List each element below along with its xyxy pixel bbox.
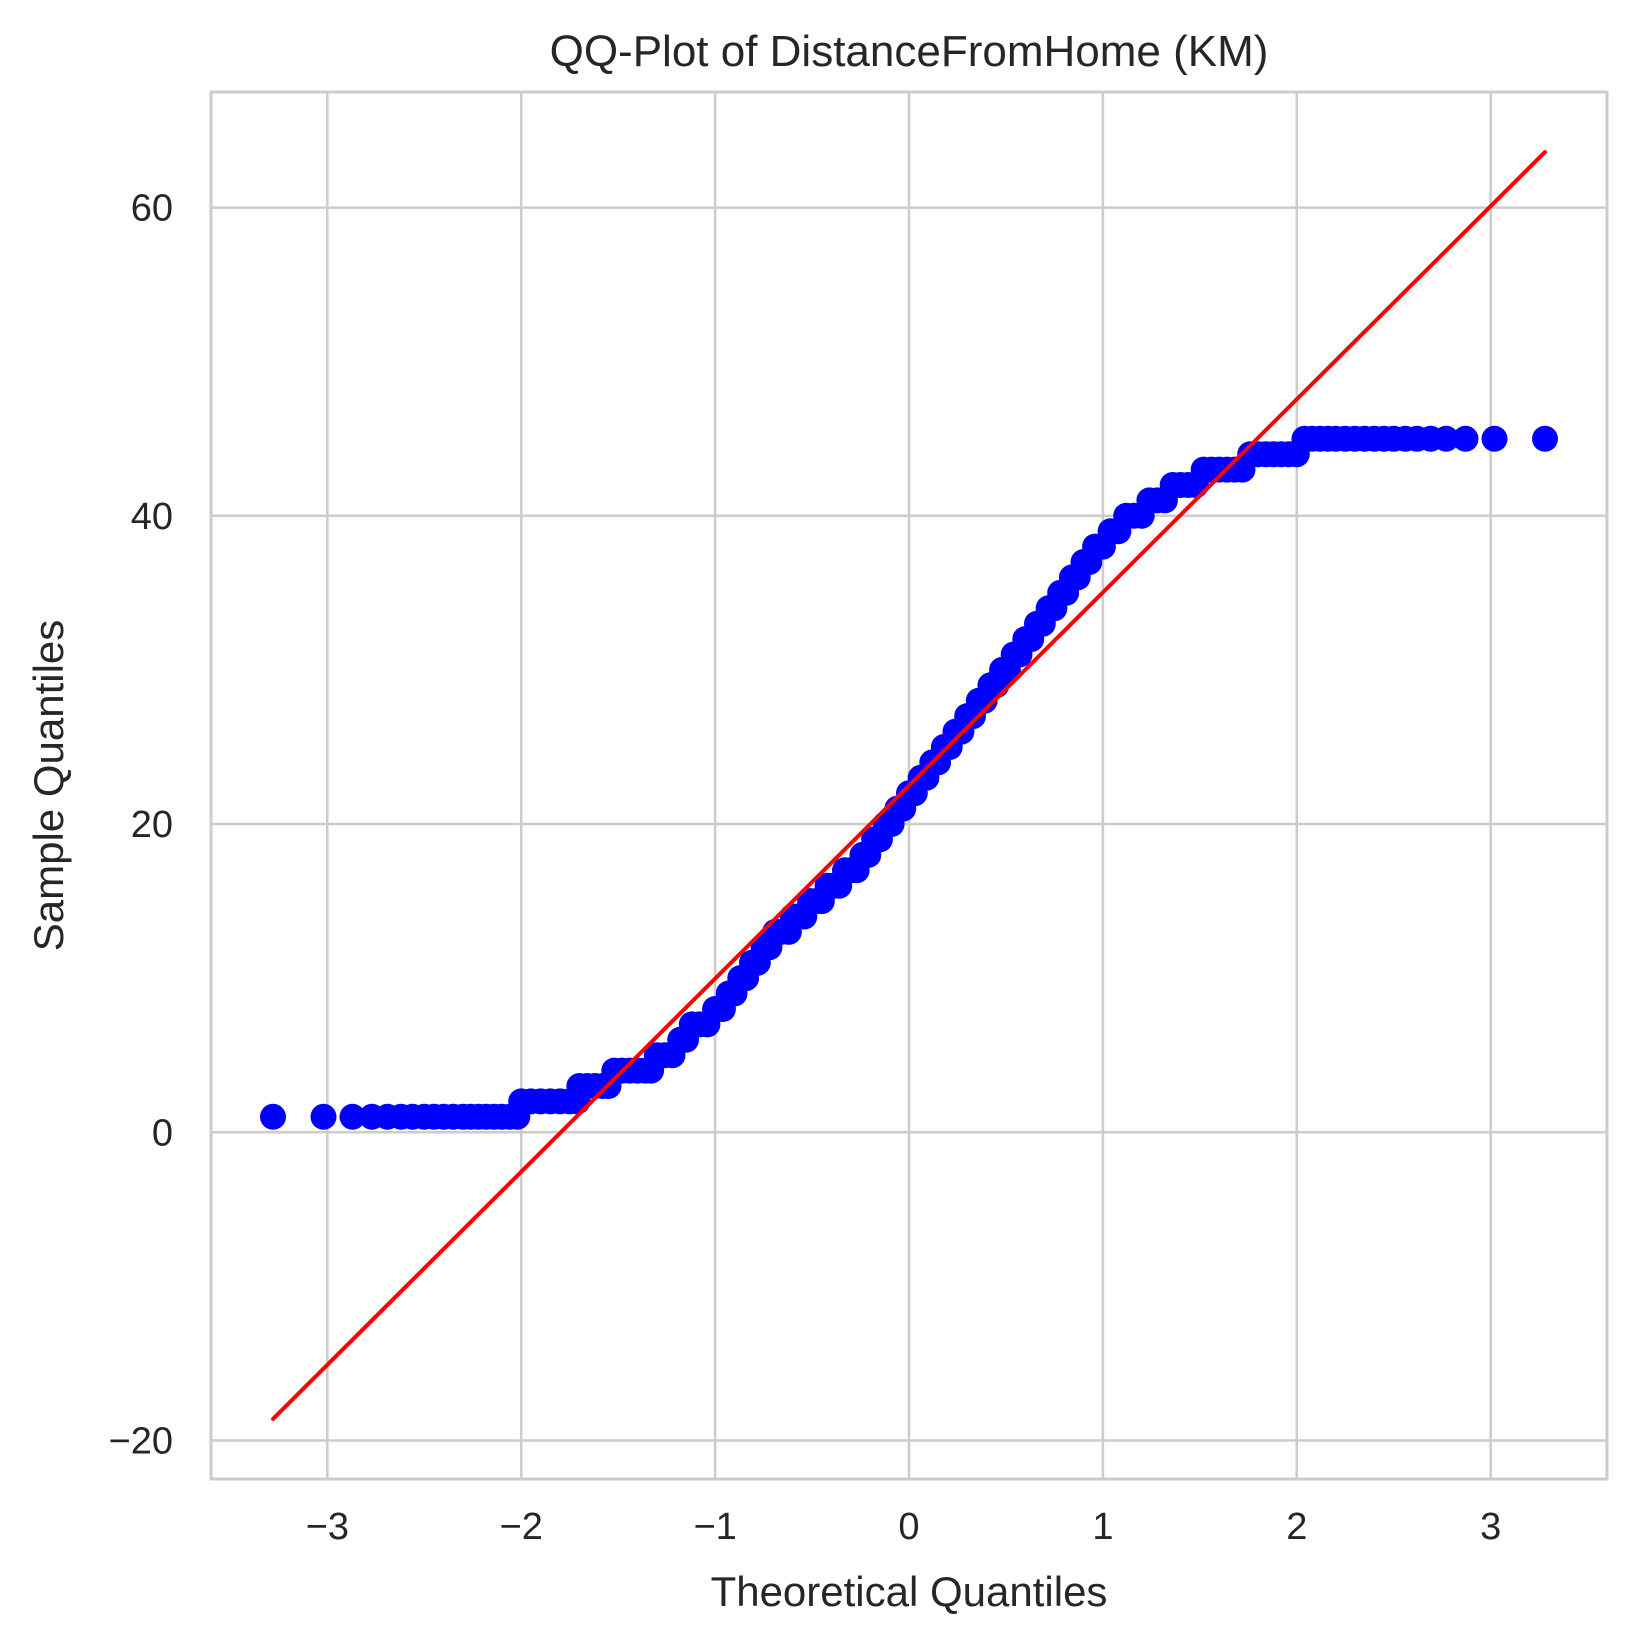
y-tick-label: 40 — [131, 496, 173, 538]
x-tick-label: 2 — [1286, 1506, 1307, 1548]
x-axis-title: Theoretical Quantiles — [711, 1568, 1108, 1615]
x-tick-label: −3 — [306, 1506, 349, 1548]
x-tick-labels: −3 −2 −1 0 1 2 3 — [306, 1506, 1502, 1548]
y-axis-title: Sample Quantiles — [25, 620, 72, 952]
x-tick-label: 1 — [1092, 1506, 1113, 1548]
x-tick-label: 3 — [1480, 1506, 1501, 1548]
plot-frame — [209, 90, 1609, 1481]
x-tick-label: 0 — [898, 1506, 919, 1548]
y-tick-label: −20 — [109, 1420, 173, 1462]
data-points — [260, 425, 1558, 1130]
data-point — [310, 1103, 337, 1130]
x-tick-label: −2 — [500, 1506, 543, 1548]
data-point — [339, 1103, 366, 1130]
reference-line — [271, 150, 1547, 1421]
data-point — [1532, 425, 1558, 452]
chart-title: QQ-Plot of DistanceFromHome (KM) — [550, 27, 1269, 76]
data-point — [1433, 425, 1460, 452]
data-point — [260, 1103, 286, 1130]
y-tick-labels: −20 0 20 40 60 — [109, 188, 173, 1463]
x-tick-label: −1 — [693, 1506, 736, 1548]
grid — [211, 92, 1607, 1479]
data-point — [1452, 425, 1479, 452]
y-tick-label: 60 — [131, 188, 173, 230]
y-tick-label: 20 — [131, 804, 173, 846]
data-point — [1481, 425, 1508, 452]
y-tick-label: 0 — [152, 1112, 173, 1154]
